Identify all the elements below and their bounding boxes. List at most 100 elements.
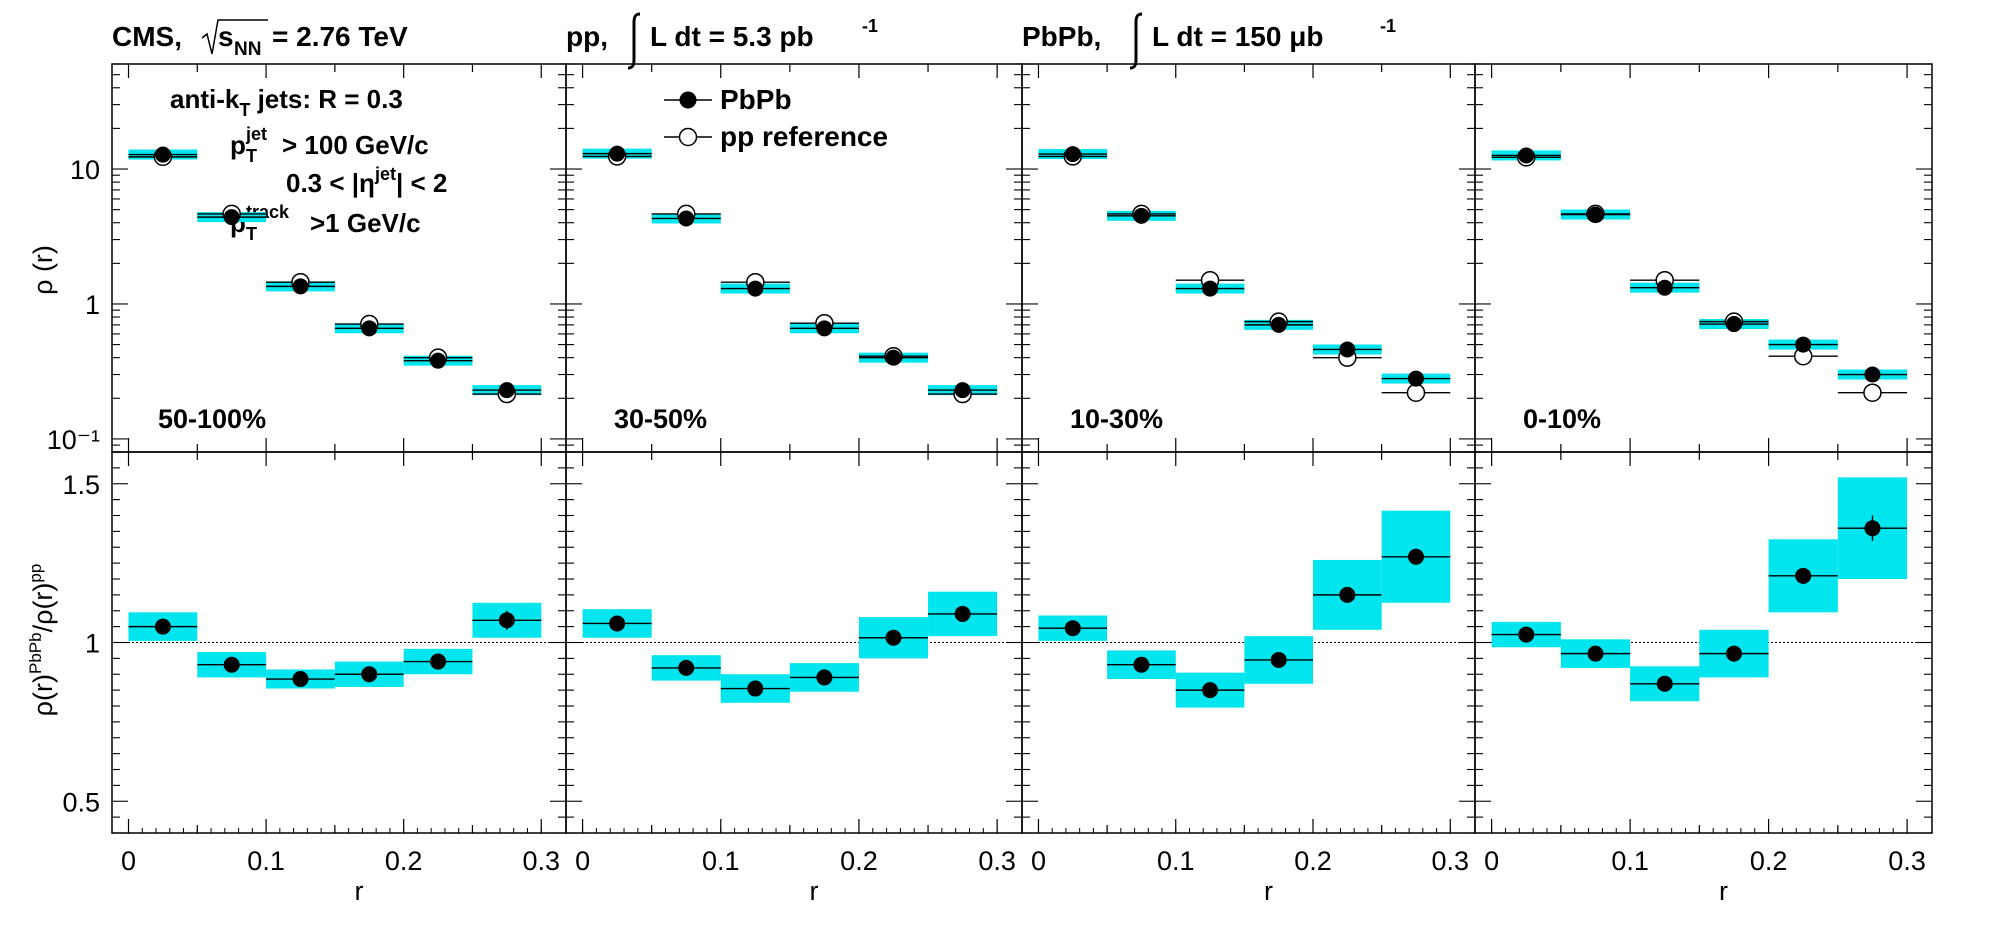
legend-pbpb-label: PbPb <box>720 84 792 115</box>
ratio-point <box>1518 626 1535 643</box>
ratio-point <box>678 659 695 676</box>
header-pbpb-prefix: PbPb, <box>1022 21 1101 52</box>
pbpb-point <box>292 278 309 295</box>
ratio-point <box>1795 567 1812 584</box>
header-sqrt-sub: NN <box>234 39 261 60</box>
ratio-point <box>430 653 447 670</box>
x-tick-label: 0 <box>1484 846 1499 876</box>
x-tick-label: 0 <box>121 846 136 876</box>
x-tick-label: 0.1 <box>702 846 740 876</box>
ratio-point <box>747 680 764 697</box>
pbpb-point <box>678 210 695 227</box>
x-tick-label: 0.1 <box>1611 846 1649 876</box>
top-y-tick-label: 10 <box>70 155 100 185</box>
ratio-point <box>1407 548 1424 565</box>
header-pbpb-lumi-exp: -1 <box>1380 16 1396 36</box>
pbpb-point <box>1339 341 1356 358</box>
header-pp-lumi: L dt = 5.3 pb <box>650 21 814 52</box>
pbpb-point <box>498 382 515 399</box>
ratio-point <box>292 671 309 688</box>
ratio-point <box>1064 620 1081 637</box>
ratio-point <box>1270 651 1287 668</box>
centrality-label: 10-30% <box>1070 404 1163 434</box>
ratio-sup-pp: pp <box>26 564 45 583</box>
pbpb-point <box>747 280 764 297</box>
legend-pbpb-marker <box>679 91 697 109</box>
x-tick-label: 0.3 <box>1432 846 1470 876</box>
x-tick-label: 0 <box>1031 846 1046 876</box>
bottom-y-tick-label: 1 <box>85 629 100 659</box>
header-pp-prefix: pp, <box>566 21 608 52</box>
top-y-tick-label: 10⁻¹ <box>47 425 100 455</box>
x-axis-title: r <box>810 876 819 906</box>
pbpb-point <box>1656 279 1673 296</box>
ratio-point <box>498 612 515 629</box>
panel-50-100%: 0 0.1 0.2 0.3 r 10⁻¹ 1 10 0.5 1 1.5 50-100% <box>47 63 567 906</box>
annotation-pt-p: p <box>230 130 246 160</box>
pbpb-point <box>1795 336 1812 353</box>
annotation-eta: 0.3 < |ηjet| < 2 <box>286 164 447 198</box>
top-y-tick-label: 1 <box>85 290 100 320</box>
ratio-point <box>954 605 971 622</box>
pbpb-point <box>885 349 902 366</box>
x-tick-label: 0.3 <box>522 846 560 876</box>
bottom-y-tick-label: 1.5 <box>62 470 100 500</box>
pbpb-point <box>1270 316 1287 333</box>
legend: PbPb pp reference <box>664 84 888 152</box>
pbpb-point <box>609 145 626 162</box>
annotation-pt-sub: T <box>246 146 257 166</box>
ratio-point <box>609 615 626 632</box>
header-cms: CMS, <box>112 21 182 52</box>
bottom-y-axis-title-text: ρ(r)PbPb/ρ(r)pp <box>26 564 58 717</box>
x-tick-label: 0.1 <box>247 846 285 876</box>
figure-header: CMS, s NN = 2.76 TeV pp, L dt = 5.3 pb -… <box>112 12 1396 70</box>
annotation-jets: anti-kT jets: R = 0.3 <box>170 84 403 120</box>
pbpb-point <box>1864 366 1881 383</box>
annotation-track-sub: T <box>246 224 257 244</box>
ratio-point <box>1587 645 1604 662</box>
panel-30-50%: 0 0.1 0.2 0.3 r 30-50% <box>565 63 1023 906</box>
pbpb-point <box>1725 316 1742 333</box>
x-axis-title: r <box>1719 876 1728 906</box>
integral-symbol-icon <box>627 12 641 70</box>
bottom-y-tick-label: 0.5 <box>62 787 100 817</box>
pbpb-point <box>1133 207 1150 224</box>
integral-symbol-icon <box>1129 12 1143 70</box>
x-tick-label: 0.2 <box>840 846 878 876</box>
centrality-label: 50-100% <box>158 404 266 434</box>
pbpb-point <box>223 209 240 226</box>
pbpb-point <box>430 352 447 369</box>
ratio-point <box>223 656 240 673</box>
pbpb-point <box>1518 147 1535 164</box>
annotation-pt-sup: jet <box>245 124 267 144</box>
ratio-point <box>1725 645 1742 662</box>
pp-point <box>1863 383 1882 402</box>
bottom-y-axis-title: ρ(r)PbPb/ρ(r)pp <box>26 564 58 717</box>
ratio-point <box>1202 682 1219 699</box>
pbpb-point <box>361 320 378 337</box>
header-sqrt-s: s <box>218 21 234 52</box>
x-axis-title: r <box>1264 876 1273 906</box>
x-tick-label: 0.1 <box>1157 846 1195 876</box>
panel-0-10%: 0 0.1 0.2 0.3 r 0-10% <box>1474 63 1933 906</box>
x-tick-label: 0.3 <box>1888 846 1926 876</box>
pbpb-point <box>1202 280 1219 297</box>
legend-pp-label: pp reference <box>720 121 888 152</box>
legend-pp-marker <box>678 127 698 147</box>
ratio-point <box>1656 675 1673 692</box>
x-tick-label: 0 <box>575 846 590 876</box>
centrality-label: 0-10% <box>1523 404 1601 434</box>
ratio-point <box>1339 586 1356 603</box>
header-energy: = 2.76 TeV <box>272 21 408 52</box>
ratio-point <box>1133 656 1150 673</box>
x-axis-title: r <box>355 876 364 906</box>
ratio-point <box>885 629 902 646</box>
header-pbpb-lumi: L dt = 150 μb <box>1152 21 1323 52</box>
annotation-track-cut: >1 GeV/c <box>310 208 421 238</box>
pbpb-point <box>1407 370 1424 387</box>
x-tick-label: 0.3 <box>978 846 1016 876</box>
ratio-point <box>816 669 833 686</box>
top-y-axis-title: ρ (r) <box>28 245 58 295</box>
